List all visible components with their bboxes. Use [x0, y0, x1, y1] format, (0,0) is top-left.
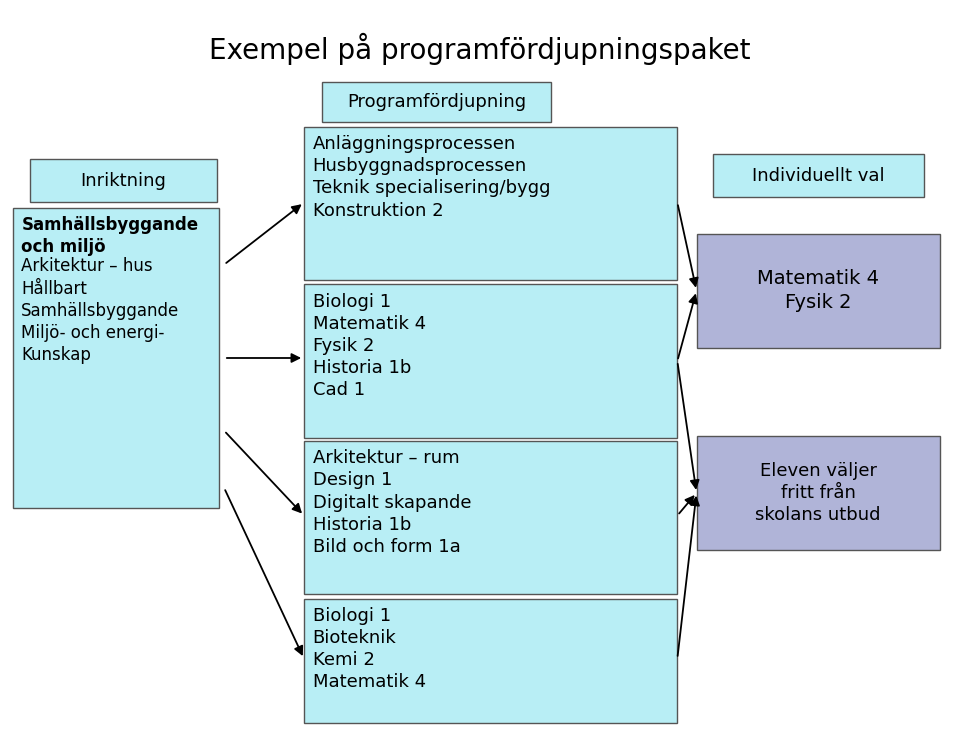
Text: Arkitektur – hus
Hållbart
Samhällsbyggande
Miljö- och energi-
Kunskap: Arkitektur – hus Hållbart Samhällsbyggan…	[21, 257, 180, 364]
FancyBboxPatch shape	[697, 435, 940, 550]
FancyBboxPatch shape	[304, 284, 678, 438]
FancyBboxPatch shape	[697, 234, 940, 347]
Text: Samhällsbyggande
och miljö: Samhällsbyggande och miljö	[21, 216, 199, 256]
FancyBboxPatch shape	[304, 599, 678, 723]
Text: Matematik 4
Fysik 2: Matematik 4 Fysik 2	[757, 269, 879, 312]
Text: Programfördjupning: Programfördjupning	[348, 93, 526, 111]
Text: Biologi 1
Bioteknik
Kemi 2
Matematik 4: Biologi 1 Bioteknik Kemi 2 Matematik 4	[313, 607, 425, 691]
Text: Arkitektur – rum
Design 1
Digitalt skapande
Historia 1b
Bild och form 1a: Arkitektur – rum Design 1 Digitalt skapa…	[313, 449, 471, 556]
FancyBboxPatch shape	[712, 153, 924, 197]
Text: Biologi 1
Matematik 4
Fysik 2
Historia 1b
Cad 1: Biologi 1 Matematik 4 Fysik 2 Historia 1…	[313, 293, 425, 399]
FancyBboxPatch shape	[30, 159, 217, 202]
FancyBboxPatch shape	[304, 441, 678, 594]
FancyBboxPatch shape	[304, 127, 678, 280]
Text: Eleven väljer
fritt från
skolans utbud: Eleven väljer fritt från skolans utbud	[756, 462, 881, 524]
Text: Inriktning: Inriktning	[81, 171, 166, 190]
Text: Anläggningsprocessen
Husbyggnadsprocessen
Teknik specialisering/bygg
Konstruktio: Anläggningsprocessen Husbyggnadsprocesse…	[313, 135, 550, 220]
Text: Individuellt val: Individuellt val	[752, 166, 884, 184]
FancyBboxPatch shape	[12, 208, 219, 508]
Text: Exempel på programfördjupningspaket: Exempel på programfördjupningspaket	[209, 33, 751, 65]
FancyBboxPatch shape	[323, 82, 551, 122]
